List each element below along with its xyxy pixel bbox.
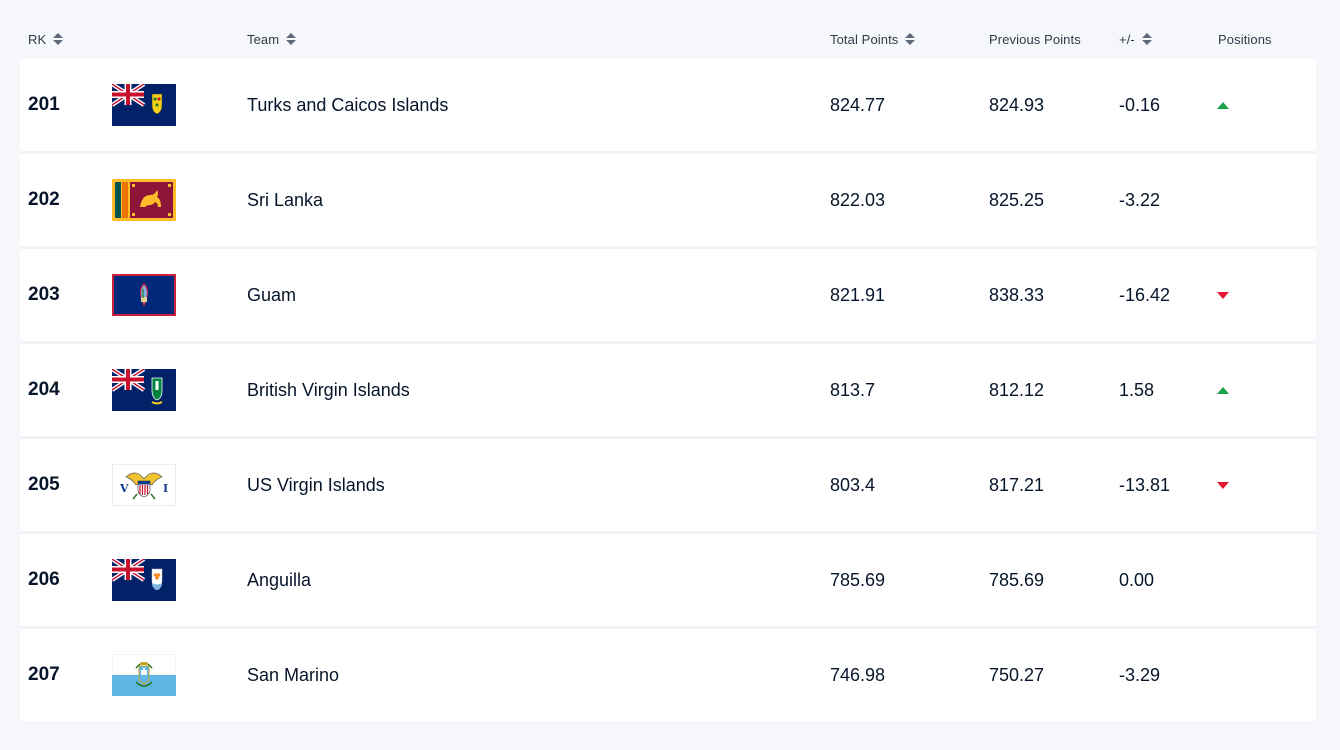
- team-header-label: Team: [247, 31, 280, 47]
- previous-points: 824.93: [989, 94, 1045, 115]
- guam-flag: [111, 249, 177, 341]
- position-up-icon: [1216, 59, 1230, 151]
- table-row[interactable]: 201 Turks and Caicos Islands 824.77 824.…: [20, 59, 1316, 154]
- points-diff: -13.81: [1119, 474, 1171, 495]
- previous-points: 750.27: [989, 664, 1045, 685]
- rank-value: 206: [28, 569, 60, 590]
- ranking-table: 201 Turks and Caicos Islands 824.77 824.…: [20, 59, 1316, 721]
- total-points-header-label: Total Points: [830, 31, 899, 47]
- previous-points: 825.25: [989, 189, 1045, 210]
- total-points: 824.77: [830, 94, 886, 115]
- sort-icon[interactable]: [53, 33, 64, 45]
- previous-points: 785.69: [989, 569, 1045, 590]
- rank-value: 207: [28, 664, 60, 685]
- previous-points: 817.21: [989, 474, 1045, 495]
- team-name[interactable]: British Virgin Islands: [247, 379, 410, 400]
- position-unchanged: [1216, 629, 1230, 721]
- position-up-icon: [1216, 344, 1230, 436]
- table-header: RK Team Total Points Previous Points +/-…: [20, 22, 1316, 56]
- points-diff: -16.42: [1119, 284, 1171, 305]
- total-points: 813.7: [830, 379, 876, 400]
- table-row[interactable]: 206 Anguilla 785.69 785.69 0.00: [20, 534, 1316, 629]
- previous-points: 838.33: [989, 284, 1045, 305]
- total-points-column-header[interactable]: Total Points: [830, 22, 916, 56]
- diff-column-header[interactable]: +/-: [1119, 22, 1152, 56]
- turks-and-caicos-flag: [111, 59, 177, 151]
- rank-value: 201: [28, 94, 60, 115]
- points-diff: -0.16: [1119, 94, 1161, 115]
- rank-column-header[interactable]: RK: [28, 22, 64, 56]
- previous-points-column-header: Previous Points: [989, 22, 1081, 56]
- total-points: 803.4: [830, 474, 876, 495]
- position-unchanged: [1216, 154, 1230, 246]
- team-name[interactable]: Guam: [247, 284, 297, 305]
- rank-value: 203: [28, 284, 60, 305]
- team-name[interactable]: US Virgin Islands: [247, 474, 385, 495]
- sri-lanka-flag: [111, 154, 177, 246]
- svg-text:V: V: [119, 482, 129, 495]
- position-down-icon: [1216, 439, 1230, 531]
- rank-value: 202: [28, 189, 60, 210]
- sort-icon[interactable]: [286, 33, 297, 45]
- total-points: 746.98: [830, 664, 886, 685]
- rank-value: 204: [28, 379, 60, 400]
- sort-icon[interactable]: [1141, 33, 1152, 45]
- table-row[interactable]: 205 V I US Virgin Islands 803.4 817.21 -…: [20, 439, 1316, 534]
- diff-header-label: +/-: [1119, 31, 1135, 47]
- table-row[interactable]: 203 Guam 821.91 838.33 -16.42: [20, 249, 1316, 344]
- table-row[interactable]: 202 Sri Lanka 822.03 825.25 -3.22: [20, 154, 1316, 249]
- points-diff: -3.22: [1119, 189, 1161, 210]
- us-virgin-islands-flag: V I: [111, 439, 177, 531]
- total-points: 822.03: [830, 189, 886, 210]
- svg-text:I: I: [163, 482, 168, 495]
- sort-icon[interactable]: [905, 33, 916, 45]
- rank-header-label: RK: [28, 31, 47, 47]
- team-name[interactable]: San Marino: [247, 664, 340, 685]
- previous-points: 812.12: [989, 379, 1045, 400]
- table-row[interactable]: 207 San Marino 746.98 750.27 -3.29: [20, 629, 1316, 721]
- british-virgin-islands-flag: [111, 344, 177, 436]
- points-diff: -3.29: [1119, 664, 1161, 685]
- rank-value: 205: [28, 474, 60, 495]
- positions-header-label: Positions: [1218, 31, 1272, 47]
- points-diff: 0.00: [1119, 569, 1155, 590]
- total-points: 821.91: [830, 284, 886, 305]
- anguilla-flag: [111, 534, 177, 626]
- team-name[interactable]: Sri Lanka: [247, 189, 324, 210]
- points-diff: 1.58: [1119, 379, 1155, 400]
- positions-column-header: Positions: [1218, 22, 1272, 56]
- position-down-icon: [1216, 249, 1230, 341]
- san-marino-flag: [111, 629, 177, 721]
- team-name[interactable]: Anguilla: [247, 569, 312, 590]
- table-row[interactable]: 204 British Virgin Islands 813.7 812.12 …: [20, 344, 1316, 439]
- team-column-header[interactable]: Team: [247, 22, 297, 56]
- total-points: 785.69: [830, 569, 886, 590]
- position-unchanged: [1216, 534, 1230, 626]
- team-name[interactable]: Turks and Caicos Islands: [247, 94, 449, 115]
- previous-points-header-label: Previous Points: [989, 31, 1081, 47]
